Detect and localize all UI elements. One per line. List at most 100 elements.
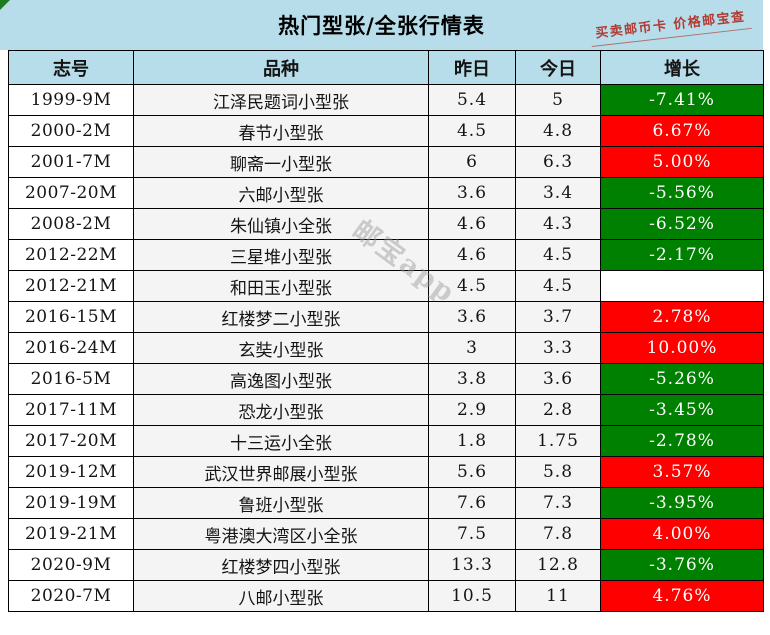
name-cell: 六邮小型张 [133,177,429,209]
yesterday-cell: 4.6 [428,208,516,240]
name-cell: 玄奘小型张 [133,332,429,364]
code-cell: 2016-24M [8,332,134,364]
table-header: 志号 品种 昨日 今日 增长 [8,50,764,85]
table-row: 2008-2M 朱仙镇小全张 4.6 4.3 -6.52% [8,208,764,240]
change-cell: 3.57% [600,456,764,488]
today-cell: 3.4 [515,177,601,209]
yesterday-cell: 2.9 [428,394,516,426]
table-row: 2016-5M 高逸图小型张 3.8 3.6 -5.26% [8,363,764,395]
code-cell: 2008-2M [8,208,134,240]
yesterday-cell: 3.8 [428,363,516,395]
today-cell: 4.3 [515,208,601,240]
code-cell: 2012-21M [8,270,134,302]
title-bar: 热门型张/全张行情表 买卖邮币卡 价格邮宝查 [0,0,763,50]
yesterday-cell: 5.6 [428,456,516,488]
code-cell: 2016-15M [8,301,134,333]
yesterday-cell: 5.4 [428,84,516,116]
change-cell: 5.00% [600,146,764,178]
table-row: 2001-7M 聊斋一小型张 6 6.3 5.00% [8,146,764,178]
table-row: 1999-9M 江泽民题词小型张 5.4 5 -7.41% [8,84,764,116]
name-cell: 鲁班小型张 [133,487,429,519]
name-cell: 和田玉小型张 [133,270,429,302]
yesterday-cell: 7.6 [428,487,516,519]
name-cell: 红楼梦四小型张 [133,549,429,581]
today-cell: 5.8 [515,456,601,488]
table-row: 2012-21M 和田玉小型张 4.5 4.5 [8,270,764,302]
name-cell: 红楼梦二小型张 [133,301,429,333]
price-table: 志号 品种 昨日 今日 增长 1999-9M 江泽民题词小型张 5.4 5 -7… [8,50,764,612]
table-row: 2016-24M 玄奘小型张 3 3.3 10.00% [8,332,764,364]
today-cell: 3.7 [515,301,601,333]
table-row: 2019-21M 粤港澳大湾区小全张 7.5 7.8 4.00% [8,518,764,550]
yesterday-cell: 7.5 [428,518,516,550]
name-cell: 十三运小全张 [133,425,429,457]
change-cell: -6.52% [600,208,764,240]
change-cell: -2.17% [600,239,764,271]
corner-triangle-icon [0,0,10,10]
change-cell: -5.26% [600,363,764,395]
today-cell: 6.3 [515,146,601,178]
column-header-yesterday: 昨日 [428,50,516,85]
table-row: 2000-2M 春节小型张 4.5 4.8 6.67% [8,115,764,147]
table-row: 2020-9M 红楼梦四小型张 13.3 12.8 -3.76% [8,549,764,581]
today-cell: 4.5 [515,270,601,302]
code-cell: 2019-19M [8,487,134,519]
yesterday-cell: 1.8 [428,425,516,457]
page-title: 热门型张/全张行情表 [278,13,485,38]
today-cell: 5 [515,84,601,116]
name-cell: 八邮小型张 [133,580,429,612]
table-row: 2019-19M 鲁班小型张 7.6 7.3 -3.95% [8,487,764,519]
name-cell: 武汉世界邮展小型张 [133,456,429,488]
table-row: 2017-20M 十三运小全张 1.8 1.75 -2.78% [8,425,764,457]
yesterday-cell: 4.5 [428,115,516,147]
code-cell: 1999-9M [8,84,134,116]
code-cell: 2001-7M [8,146,134,178]
column-header-change: 增长 [600,50,764,85]
today-cell: 2.8 [515,394,601,426]
yesterday-cell: 3.6 [428,301,516,333]
column-header-today: 今日 [515,50,601,85]
code-cell: 2020-9M [8,549,134,581]
today-cell: 12.8 [515,549,601,581]
today-cell: 3.6 [515,363,601,395]
code-cell: 2019-21M [8,518,134,550]
name-cell: 江泽民题词小型张 [133,84,429,116]
table-row: 2020-7M 八邮小型张 10.5 11 4.76% [8,580,764,612]
yesterday-cell: 13.3 [428,549,516,581]
code-cell: 2020-7M [8,580,134,612]
yesterday-cell: 10.5 [428,580,516,612]
name-cell: 高逸图小型张 [133,363,429,395]
table-row: 2017-11M 恐龙小型张 2.9 2.8 -3.45% [8,394,764,426]
change-cell: -3.95% [600,487,764,519]
code-cell: 2012-22M [8,239,134,271]
table-row: 2012-22M 三星堆小型张 4.6 4.5 -2.17% [8,239,764,271]
table-row: 2016-15M 红楼梦二小型张 3.6 3.7 2.78% [8,301,764,333]
code-cell: 2019-12M [8,456,134,488]
change-cell: 10.00% [600,332,764,364]
name-cell: 三星堆小型张 [133,239,429,271]
change-cell: 2.78% [600,301,764,333]
name-cell: 聊斋一小型张 [133,146,429,178]
name-cell: 粤港澳大湾区小全张 [133,518,429,550]
header-row: 志号 品种 昨日 今日 增长 [8,50,764,85]
column-header-name: 品种 [133,50,429,85]
name-cell: 春节小型张 [133,115,429,147]
name-cell: 朱仙镇小全张 [133,208,429,240]
change-cell: 4.76% [600,580,764,612]
today-cell: 3.3 [515,332,601,364]
name-cell: 恐龙小型张 [133,394,429,426]
change-cell [600,270,764,302]
table-row: 2007-20M 六邮小型张 3.6 3.4 -5.56% [8,177,764,209]
code-cell: 2007-20M [8,177,134,209]
code-cell: 2000-2M [8,115,134,147]
today-cell: 11 [515,580,601,612]
today-cell: 4.8 [515,115,601,147]
change-cell: -5.56% [600,177,764,209]
code-cell: 2017-20M [8,425,134,457]
code-cell: 2017-11M [8,394,134,426]
column-header-code: 志号 [8,50,134,85]
yesterday-cell: 4.6 [428,239,516,271]
change-cell: -7.41% [600,84,764,116]
change-cell: -3.45% [600,394,764,426]
today-cell: 4.5 [515,239,601,271]
